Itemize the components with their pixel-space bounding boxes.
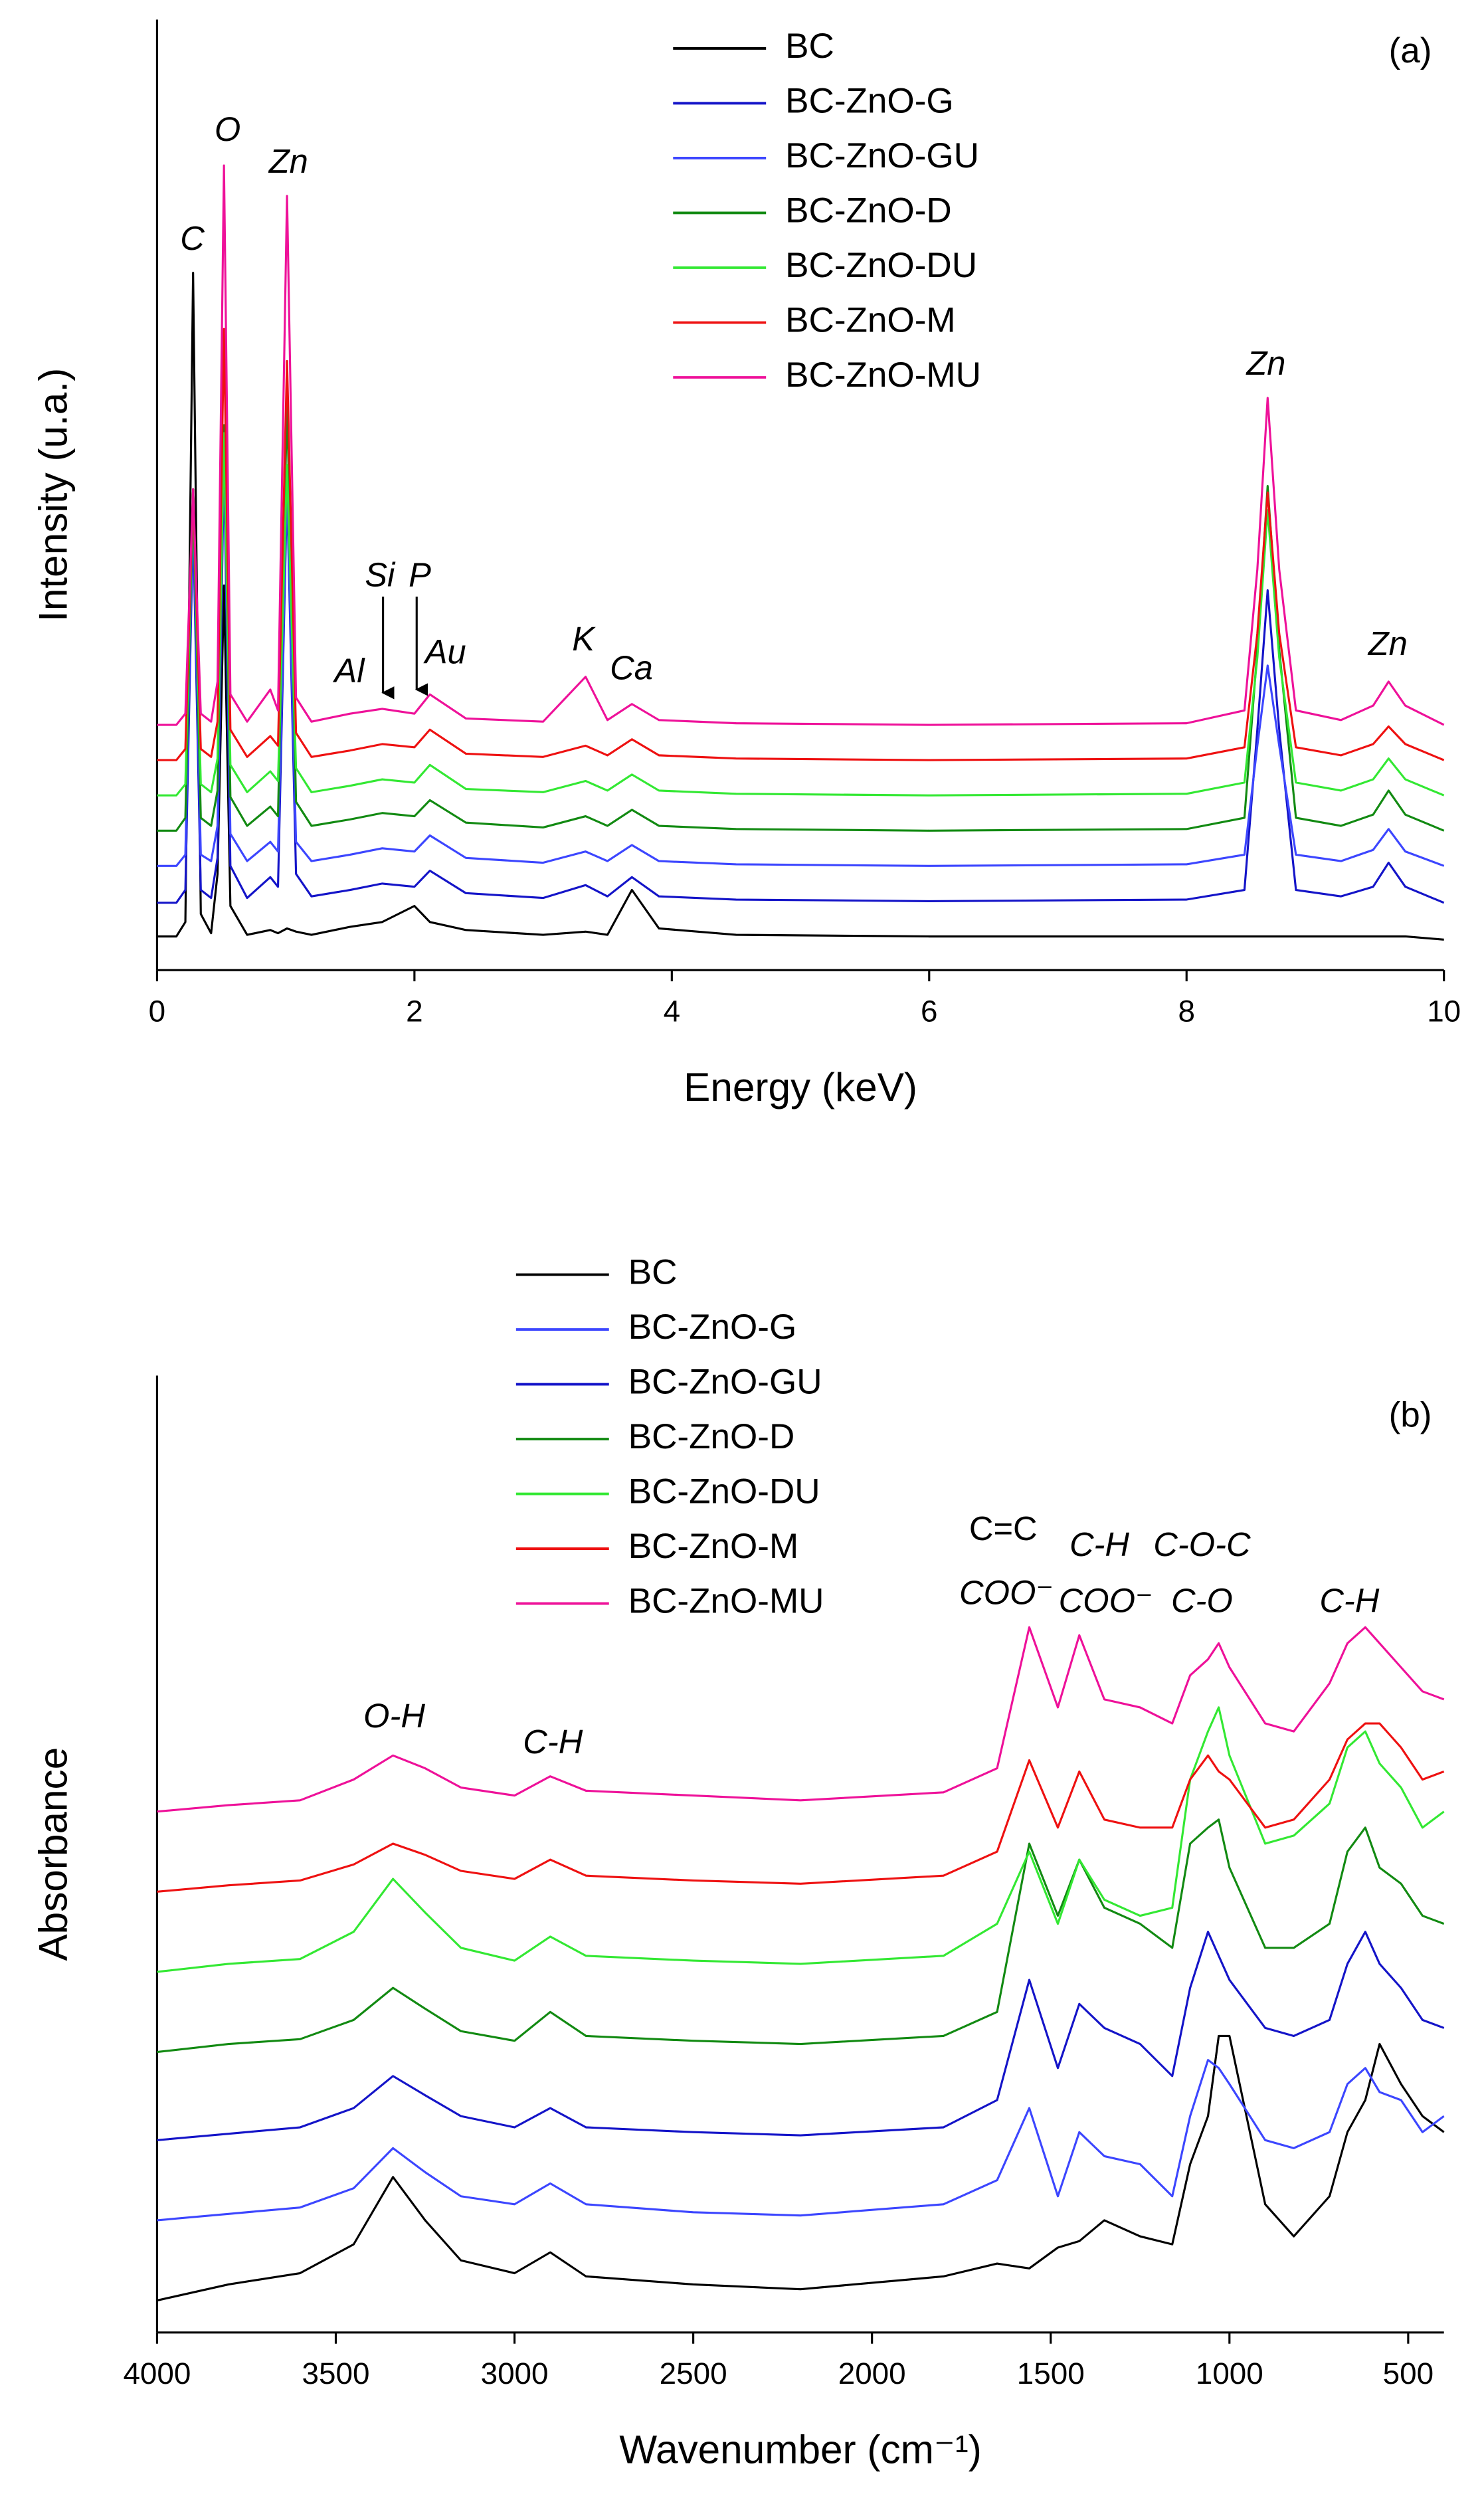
legend-label: BC-ZnO-G (785, 81, 954, 120)
x-tick-label: 6 (921, 994, 938, 1028)
legend-label: BC (628, 1253, 678, 1292)
x-tick-label: 4 (664, 994, 681, 1028)
annotation: O (215, 110, 240, 148)
legend-label: BC-ZnO-M (628, 1527, 798, 1566)
annotation: C-H (1319, 1581, 1379, 1619)
annotation: Zn (268, 142, 308, 180)
x-tick-label: 4000 (123, 2357, 191, 2390)
series-line (157, 1722, 1445, 1893)
panel-label: (b) (1389, 1395, 1432, 1434)
annotation: COO⁻ (1059, 1581, 1153, 1619)
series-line (157, 2034, 1445, 2302)
legend-label: BC-ZnO-MU (628, 1582, 824, 1621)
x-tick-label: 1000 (1196, 2357, 1263, 2390)
annotation: K (572, 620, 596, 658)
series-line (157, 1818, 1445, 2054)
annotation: C-O-C (1153, 1525, 1251, 1563)
x-tick-label: 1500 (1017, 2357, 1085, 2390)
x-tick-label: 10 (1427, 994, 1461, 1028)
y-axis-label: Intensity (u.a.) (30, 368, 75, 622)
annotation: Au (423, 632, 466, 670)
annotation: Al (332, 652, 365, 690)
x-axis-label: Wavenumber (cm⁻¹) (619, 2427, 982, 2472)
series-line (157, 1931, 1445, 2141)
y-axis-label: Absorbance (30, 1747, 75, 1961)
x-tick-label: 2000 (838, 2357, 906, 2390)
legend-label: BC-ZnO-DU (628, 1472, 820, 1511)
panel-label: (a) (1389, 31, 1432, 70)
legend-label: BC-ZnO-D (785, 191, 952, 230)
annotation: Zn (1246, 344, 1285, 382)
x-tick-label: 2 (406, 994, 423, 1028)
series-line (157, 1706, 1445, 1973)
annotation: Ca (610, 648, 653, 686)
annotation: Si (365, 555, 396, 593)
x-tick-label: 8 (1178, 994, 1194, 1028)
legend-label: BC (785, 27, 834, 66)
annotation: C-H (523, 1723, 583, 1761)
annotation: P (409, 555, 431, 593)
series-line (157, 1626, 1445, 1813)
annotation: C=C (969, 1509, 1038, 1547)
x-tick-label: 3000 (481, 2357, 549, 2390)
x-axis-label: Energy (keV) (684, 1064, 917, 1110)
series-line (157, 164, 1445, 726)
x-tick-label: 0 (149, 994, 166, 1028)
legend-label: BC-ZnO-M (785, 301, 955, 340)
series-line (157, 2059, 1445, 2222)
x-tick-label: 3500 (302, 2357, 370, 2390)
x-tick-label: 500 (1383, 2357, 1434, 2390)
series-line (157, 400, 1445, 832)
x-tick-label: 2500 (660, 2357, 727, 2390)
annotation: C-O (1171, 1581, 1233, 1619)
legend-label: BC-ZnO-GU (628, 1363, 822, 1402)
legend-label: BC-ZnO-DU (785, 246, 977, 285)
legend-label: BC-ZnO-D (628, 1417, 795, 1456)
annotation: O-H (363, 1697, 425, 1735)
annotation: C-H (1069, 1525, 1129, 1563)
legend-label: BC-ZnO-GU (785, 136, 979, 175)
legend-label: BC-ZnO-G (628, 1307, 797, 1347)
annotation: C (180, 219, 205, 257)
annotation: Zn (1368, 625, 1408, 662)
legend-label: BC-ZnO-MU (785, 355, 981, 395)
annotation: COO⁻ (959, 1573, 1054, 1611)
